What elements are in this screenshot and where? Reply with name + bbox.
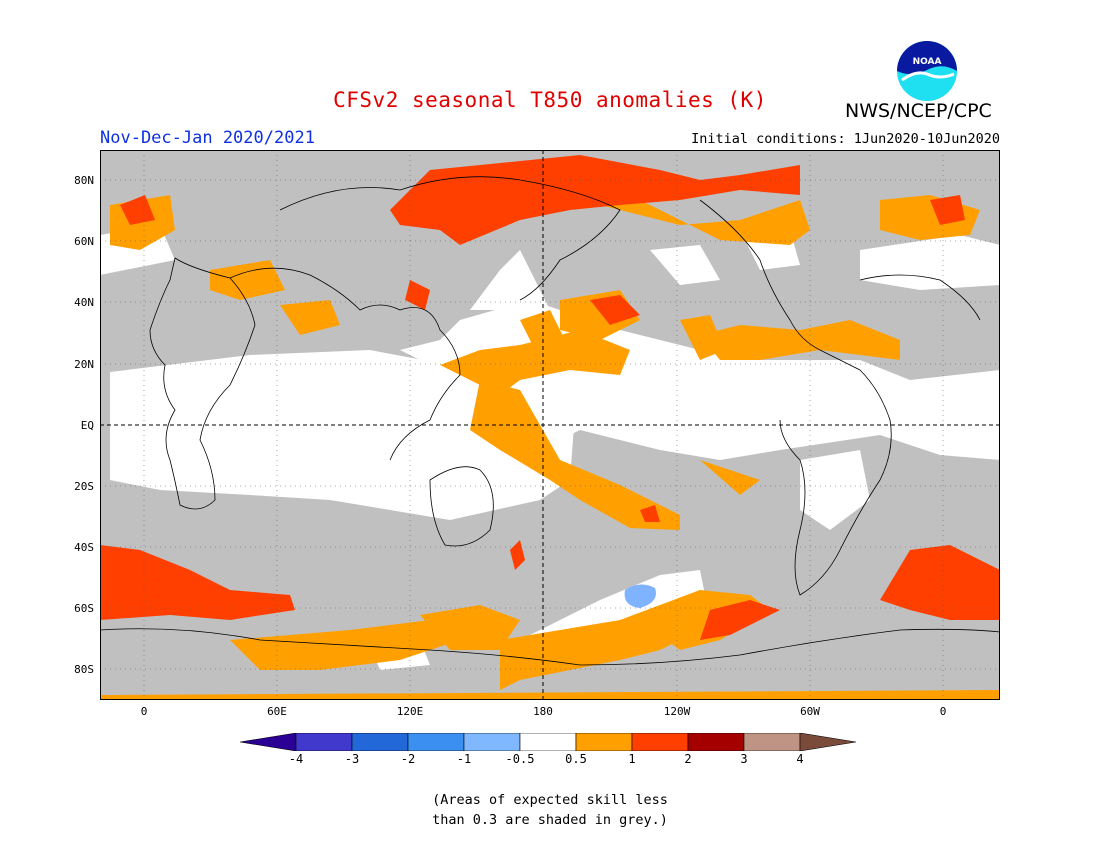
colorbar-segment (240, 733, 297, 751)
lon-label: 120E (396, 705, 424, 718)
colorbar-tick-label: 0.5 (565, 752, 587, 766)
lat-label: EQ (80, 419, 94, 432)
red-orange-regions (100, 155, 1000, 640)
lat-label: 80S (74, 663, 94, 676)
colorbar-tick-label: -1 (456, 752, 472, 766)
lon-label: 60E (267, 705, 287, 718)
graticule (100, 150, 1000, 700)
lat-label: 20S (74, 480, 94, 493)
season-label: Nov-Dec-Jan 2020/2021 (100, 128, 315, 148)
colorbar-tick-label: -4 (288, 752, 304, 766)
lat-label: 60S (74, 602, 94, 615)
colorbar-segment (631, 733, 689, 751)
colorbar-segment (519, 733, 577, 751)
initial-conditions-label: Initial conditions: 1Jun2020-10Jun2020 (691, 131, 1000, 147)
colorbar-segment (351, 733, 409, 751)
colorbar-tick-label: -0.5 (505, 752, 535, 766)
blue-anomaly (624, 584, 656, 608)
colorbar-segment (575, 733, 633, 751)
lat-label: 20N (74, 358, 94, 371)
anomaly-map (100, 150, 1000, 700)
colorbar-segment (687, 733, 745, 751)
agency-label: NWS/NCEP/CPC (845, 100, 992, 122)
orange-regions (100, 170, 1000, 700)
colorbar-tick-label: -2 (400, 752, 416, 766)
colorbar-segment (463, 733, 521, 751)
colorbar-segment (743, 733, 801, 751)
colorbar-tick-label: 2 (684, 752, 692, 766)
lon-label: 0 (140, 705, 148, 718)
lon-label: 120W (663, 705, 691, 718)
lat-label: 40N (74, 296, 94, 309)
lon-label: 60W (800, 705, 820, 718)
colorbar-tick-label: -3 (344, 752, 360, 766)
skill-note-line1: (Areas of expected skill less (432, 792, 668, 808)
colorbar-segment (799, 733, 857, 751)
colorbar (240, 733, 857, 751)
logo-text: NOAA (913, 57, 942, 67)
lon-label: 180 (533, 705, 553, 718)
coastlines (100, 176, 1000, 666)
colorbar-tick-label: 1 (628, 752, 636, 766)
colorbar-segment (407, 733, 465, 751)
skill-note-line2: than 0.3 are shaded in grey.) (432, 812, 668, 828)
colorbar-segment (295, 733, 353, 751)
lat-label: 40S (74, 541, 94, 554)
lon-label: 0 (939, 705, 947, 718)
colorbar-tick-label: 4 (796, 752, 804, 766)
lat-label: 80N (74, 174, 94, 187)
map-title: CFSv2 seasonal T850 anomalies (K) (333, 88, 767, 112)
lat-label: 60N (74, 235, 94, 248)
noaa-logo: NOAA (897, 41, 957, 101)
colorbar-tick-label: 3 (740, 752, 748, 766)
